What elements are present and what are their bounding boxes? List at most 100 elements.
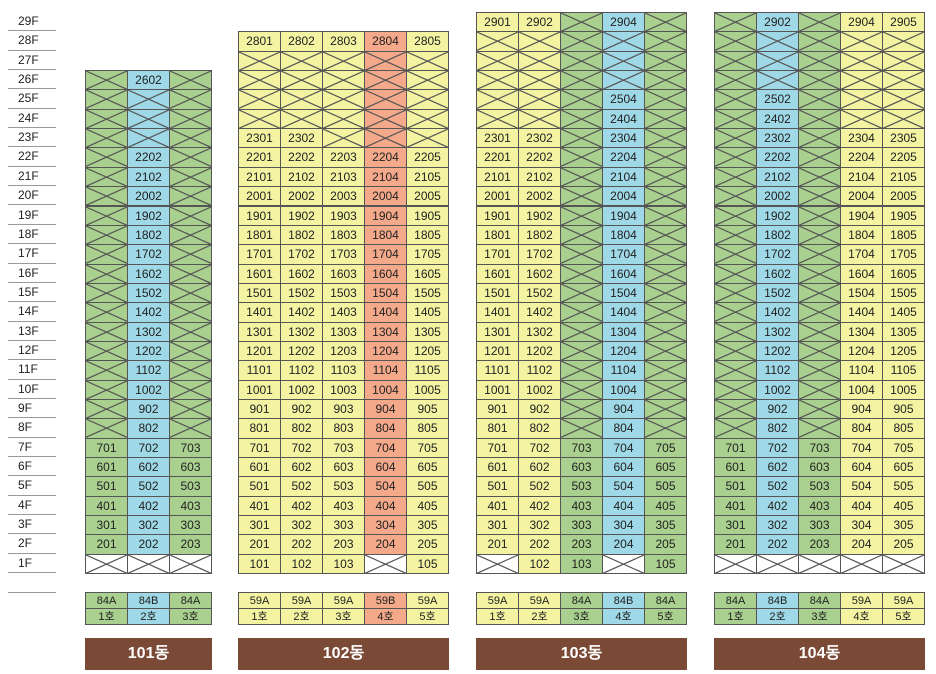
unit-cell: 2005 bbox=[406, 186, 449, 207]
unit-cell: 705 bbox=[644, 437, 687, 459]
unit-line-label: 1호 bbox=[238, 608, 281, 625]
unit-cell: 2002 bbox=[518, 186, 561, 207]
blocked-unit-cross bbox=[883, 71, 924, 89]
blocked-unit-cross bbox=[799, 323, 840, 341]
blocked-unit-cell bbox=[560, 321, 603, 342]
blocked-unit-cross bbox=[799, 148, 840, 166]
blocked-unit-cell bbox=[882, 553, 925, 575]
blocked-unit-cross bbox=[799, 265, 840, 283]
blocked-unit-cross bbox=[239, 52, 280, 70]
blocked-unit-cell bbox=[85, 166, 128, 188]
floor-label: 7F bbox=[8, 438, 56, 458]
unit-cell: 2105 bbox=[406, 166, 449, 188]
unit-line-label: 3호 bbox=[560, 608, 603, 625]
unit-cell: 1002 bbox=[756, 379, 799, 400]
blocked-unit-cross bbox=[715, 265, 756, 283]
unit-cell: 1602 bbox=[518, 263, 561, 284]
blocked-unit-cross bbox=[645, 419, 686, 437]
blocked-unit-cross bbox=[645, 129, 686, 147]
unit-cell: 505 bbox=[644, 476, 687, 497]
blocked-unit-cross bbox=[561, 361, 602, 379]
blocked-unit-cross bbox=[645, 265, 686, 283]
floor-label: 2F bbox=[8, 534, 56, 554]
unit-cell: 2902 bbox=[518, 12, 561, 33]
unit-cell: 203 bbox=[560, 534, 603, 555]
unit-cell: 505 bbox=[406, 476, 449, 497]
unit-cell: 1202 bbox=[756, 340, 799, 362]
unit-cell: 1901 bbox=[238, 205, 281, 226]
unit-cell: 1402 bbox=[756, 302, 799, 323]
unit-cell: 504 bbox=[602, 476, 645, 497]
blocked-unit-cell bbox=[644, 224, 687, 246]
unit-cell: 401 bbox=[238, 495, 281, 517]
blocked-unit-cross bbox=[645, 323, 686, 341]
unit-cell: 303 bbox=[560, 515, 603, 536]
unit-cell: 404 bbox=[602, 495, 645, 517]
blocked-unit-cell bbox=[560, 205, 603, 226]
blocked-unit-cross bbox=[365, 110, 406, 128]
unit-cell: 2301 bbox=[238, 128, 281, 149]
blocked-unit-cell bbox=[560, 89, 603, 110]
building-name-bar: 102동 bbox=[238, 638, 449, 670]
blocked-unit-cell bbox=[85, 224, 128, 246]
unit-line-label: 2호 bbox=[127, 608, 170, 625]
blocked-unit-cell bbox=[714, 12, 757, 33]
blocked-unit-cross bbox=[281, 52, 322, 70]
blocked-unit-cross bbox=[883, 52, 924, 70]
blocked-unit-cross bbox=[799, 361, 840, 379]
blocked-unit-cell bbox=[798, 360, 841, 381]
unit-cell: 902 bbox=[127, 399, 170, 420]
unit-cell: 1405 bbox=[882, 302, 925, 323]
blocked-unit-cross bbox=[799, 71, 840, 89]
unit-line-label: 3호 bbox=[169, 608, 212, 625]
unit-cell: 1302 bbox=[127, 321, 170, 342]
unit-cell: 502 bbox=[756, 476, 799, 497]
blocked-unit-cell bbox=[644, 399, 687, 420]
unit-cell: 1602 bbox=[127, 263, 170, 284]
unit-cell: 703 bbox=[322, 437, 365, 459]
unit-cell: 404 bbox=[840, 495, 883, 517]
unit-cell: 1205 bbox=[406, 340, 449, 362]
unit-cell: 401 bbox=[476, 495, 519, 517]
blocked-unit-cross bbox=[281, 90, 322, 108]
blocked-unit-cell bbox=[169, 70, 212, 91]
blocked-unit-cell bbox=[406, 70, 449, 91]
blocked-unit-cross bbox=[86, 245, 127, 263]
unit-cell: 902 bbox=[280, 399, 323, 420]
unit-cell: 1404 bbox=[602, 302, 645, 323]
unit-cell: 1502 bbox=[127, 282, 170, 304]
blocked-unit-cross bbox=[645, 110, 686, 128]
unit-cell: 601 bbox=[476, 457, 519, 478]
unit-cell: 702 bbox=[518, 437, 561, 459]
unit-cell: 2101 bbox=[238, 166, 281, 188]
unit-cell: 1202 bbox=[518, 340, 561, 362]
unit-cell: 302 bbox=[518, 515, 561, 536]
unit-cell: 1002 bbox=[518, 379, 561, 400]
blocked-unit-cell bbox=[714, 147, 757, 168]
unit-cell: 1001 bbox=[238, 379, 281, 400]
floor-label: 27F bbox=[8, 51, 56, 71]
unit-cell: 304 bbox=[602, 515, 645, 536]
blocked-unit-cell bbox=[476, 31, 519, 52]
unit-cell: 2202 bbox=[127, 147, 170, 168]
blocked-unit-cross bbox=[86, 71, 127, 89]
blocked-unit-cross bbox=[645, 342, 686, 360]
unit-cell: 1405 bbox=[406, 302, 449, 323]
blocked-unit-cross bbox=[86, 303, 127, 321]
blocked-unit-cross bbox=[561, 323, 602, 341]
unit-cell: 802 bbox=[756, 418, 799, 439]
floor-label: 10F bbox=[8, 380, 56, 399]
blocked-unit-cross bbox=[841, 110, 882, 128]
unit-line-label: 1호 bbox=[714, 608, 757, 625]
blocked-unit-cross bbox=[799, 129, 840, 147]
blocked-unit-cell bbox=[798, 282, 841, 304]
blocked-unit-cell bbox=[169, 205, 212, 226]
blocked-unit-cross bbox=[645, 148, 686, 166]
floor-label: 13F bbox=[8, 322, 56, 341]
unit-cell: 1903 bbox=[322, 205, 365, 226]
blocked-unit-cell bbox=[560, 360, 603, 381]
blocked-unit-cross bbox=[365, 129, 406, 147]
unit-cell: 703 bbox=[560, 437, 603, 459]
unit-cell: 401 bbox=[85, 495, 128, 517]
blocked-unit-cross bbox=[86, 265, 127, 283]
